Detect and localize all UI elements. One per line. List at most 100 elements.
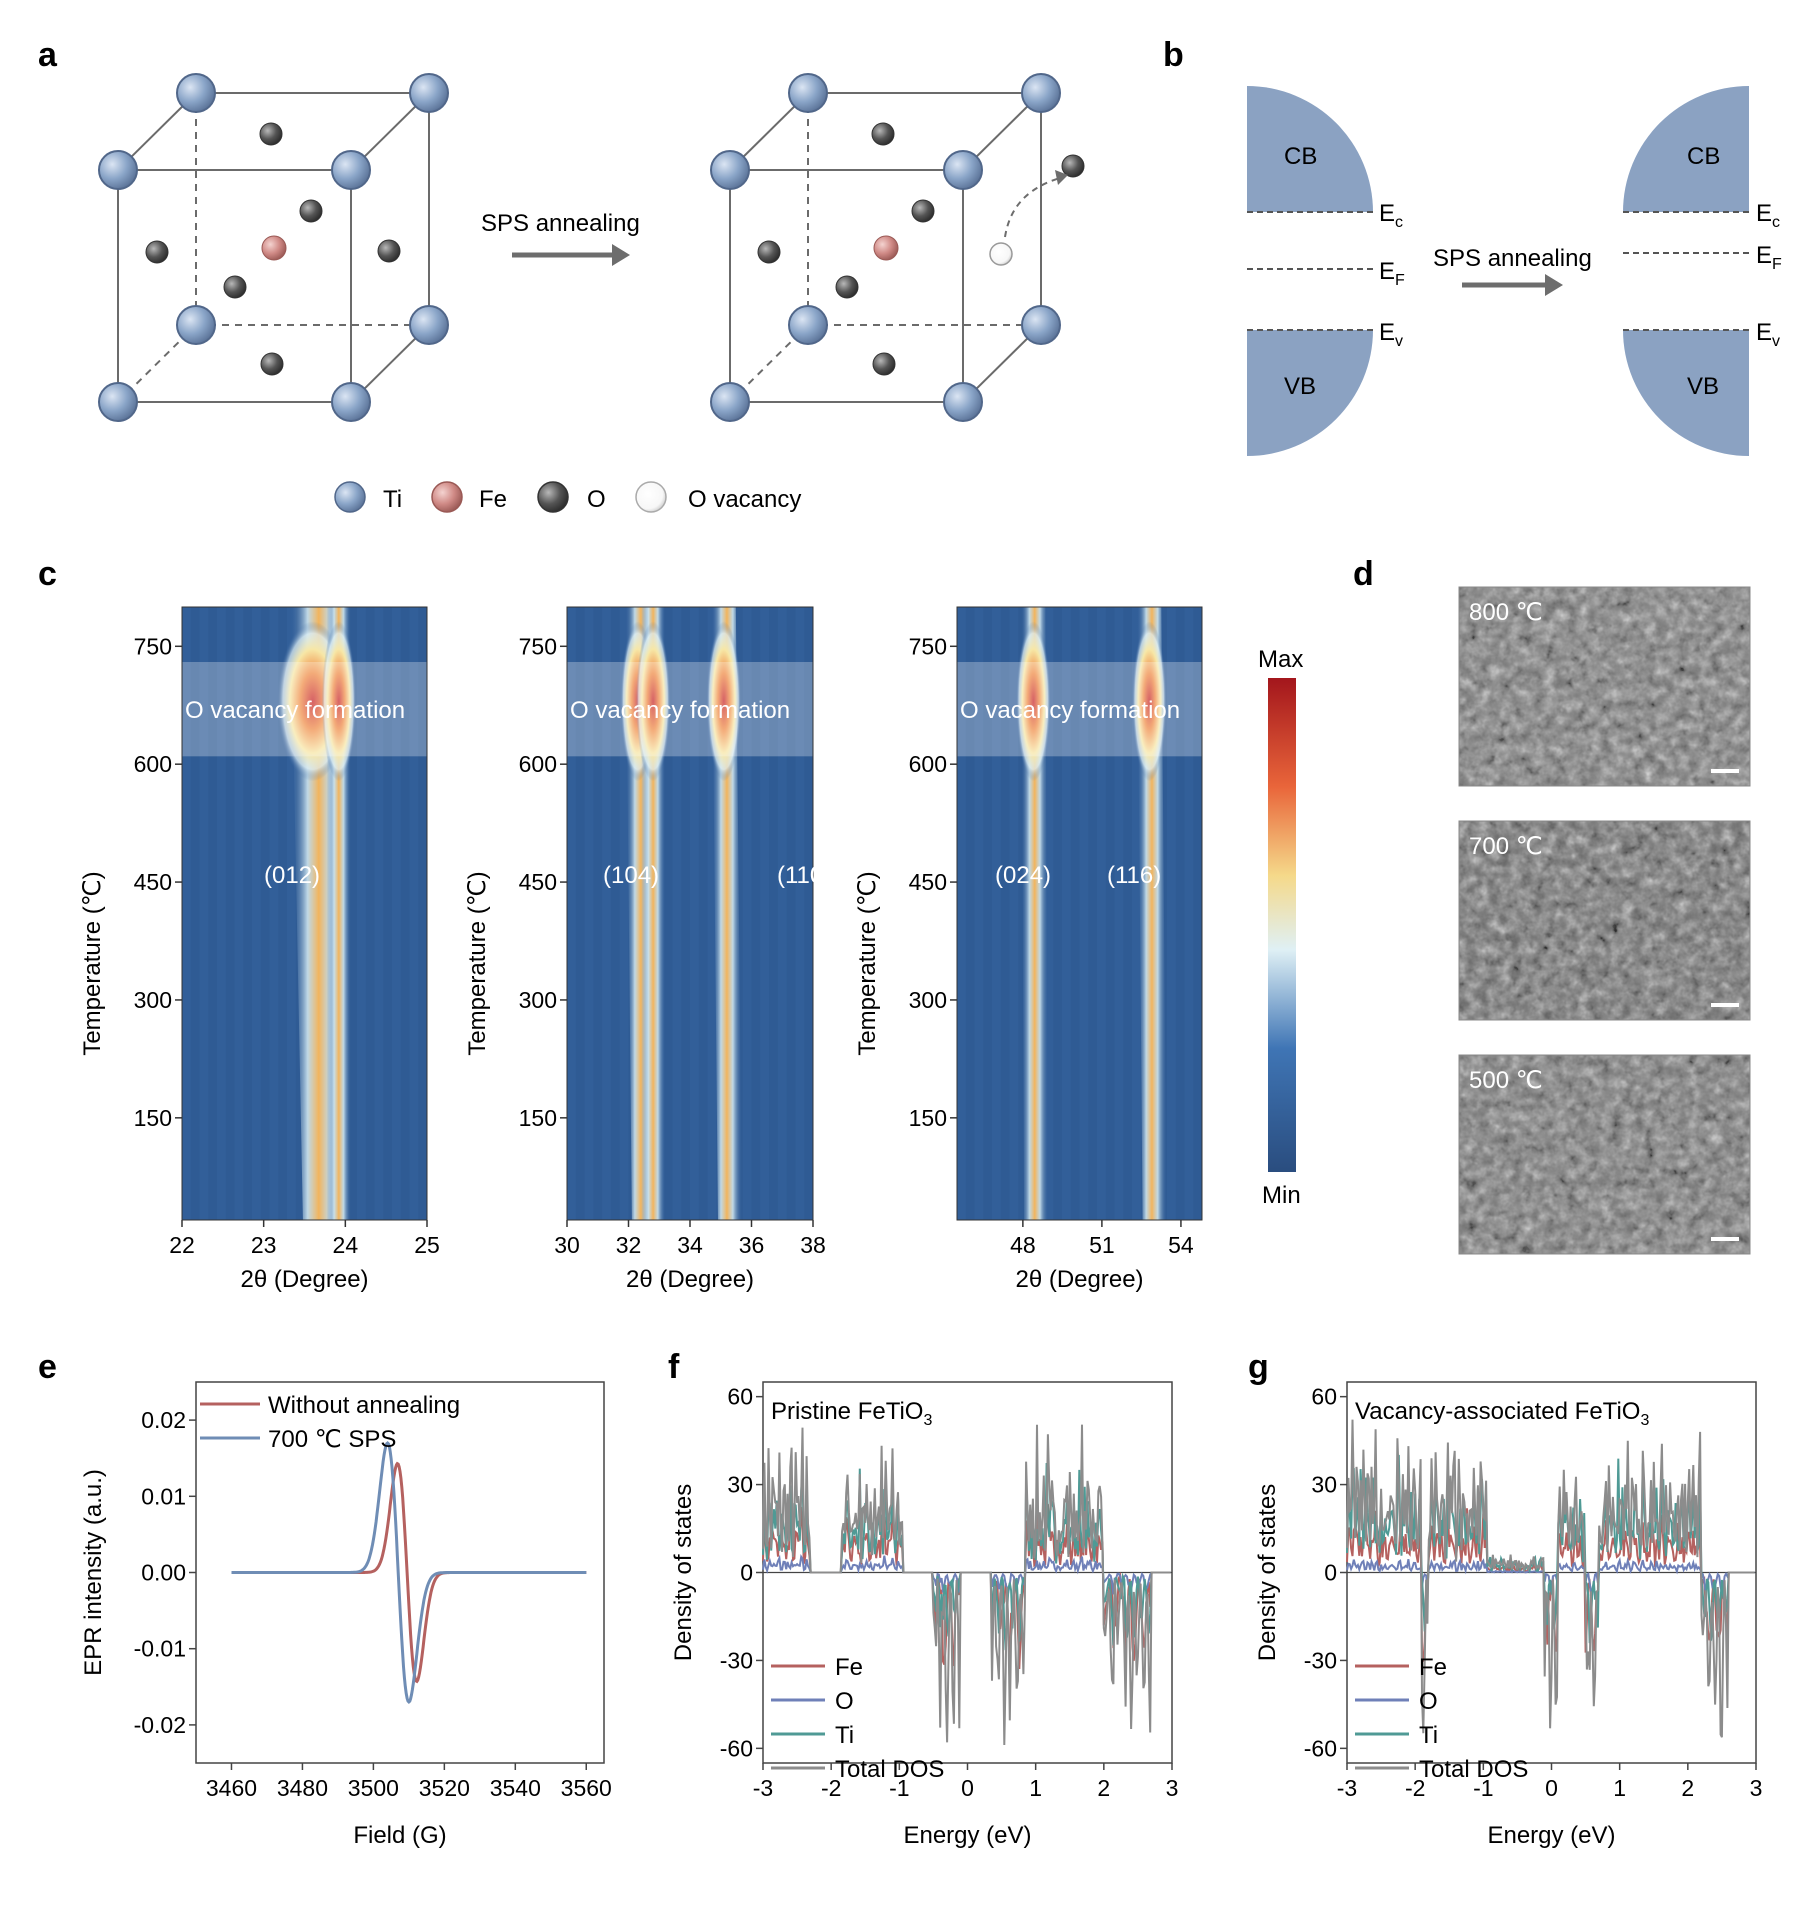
sem-image-frame bbox=[1458, 820, 1751, 1021]
oxygen-atom bbox=[259, 122, 283, 146]
titanium-atom bbox=[710, 382, 750, 422]
y-tick-label: 300 bbox=[519, 987, 557, 1013]
sem-image-texture bbox=[1459, 587, 1750, 786]
sem-image-texture bbox=[1459, 821, 1750, 1020]
crystal-cell-pristine bbox=[98, 73, 449, 422]
peak-label: (024) bbox=[995, 862, 1051, 889]
heatmap-texture bbox=[1167, 607, 1176, 1220]
heatmap-texture bbox=[357, 607, 366, 1220]
heatmap-texture bbox=[1097, 607, 1106, 1220]
heatmap-texture bbox=[760, 607, 770, 1220]
crystal-cell-vacancy bbox=[710, 73, 1085, 422]
y-tick-label: 450 bbox=[909, 869, 947, 895]
peak-label: (104) bbox=[603, 862, 659, 889]
vacancy-formation-band bbox=[957, 662, 1202, 757]
y-tick-label: 150 bbox=[909, 1105, 947, 1131]
plot-title-subscript: 3 bbox=[923, 1412, 932, 1429]
y-tick-label: 150 bbox=[519, 1105, 557, 1131]
x-tick-label: -3 bbox=[753, 1775, 773, 1801]
sem-image-frame bbox=[1458, 1054, 1751, 1255]
vacancy-formation-label: O vacancy formation bbox=[960, 697, 1180, 724]
heatmap-frame bbox=[956, 606, 1203, 1221]
sem-temperature-label: 700 ℃ bbox=[1469, 833, 1543, 860]
oxygen-atom bbox=[835, 275, 859, 299]
ec-label-right: Ec bbox=[1756, 200, 1780, 231]
x-tick-label: 1 bbox=[1029, 1775, 1042, 1801]
vacancy-migration-arrow bbox=[1004, 177, 1061, 238]
heatmap-texture bbox=[777, 607, 787, 1220]
y-tick-label: 0.02 bbox=[141, 1407, 186, 1433]
ev-label-left: Ev bbox=[1379, 319, 1403, 350]
panel-label-a: a bbox=[38, 36, 58, 74]
titanium-atom bbox=[409, 73, 449, 113]
cb-label-left: CB bbox=[1284, 143, 1317, 170]
ef-label-left: EF bbox=[1379, 258, 1405, 289]
y-axis-label: Temperature (℃) bbox=[464, 871, 491, 1055]
x-tick-label: 3560 bbox=[561, 1775, 612, 1801]
y-tick-label: -30 bbox=[720, 1647, 753, 1673]
x-tick-label: 3 bbox=[1750, 1775, 1763, 1801]
oxygen-atom bbox=[872, 352, 896, 376]
y-tick-label: 600 bbox=[519, 751, 557, 777]
epr-spectrum-plot: 3460 3480 3500 3520 3540 3560 0.02 0.01 0.00 -0.0… bbox=[80, 1381, 612, 1849]
x-tick-label: -1 bbox=[1473, 1775, 1493, 1801]
legend-label: Total DOS bbox=[1419, 1756, 1528, 1783]
heatmap-texture bbox=[252, 607, 261, 1220]
oxygen-atom bbox=[911, 199, 935, 223]
ec-label-left: Ec bbox=[1379, 200, 1403, 231]
x-axis-label: Field (G) bbox=[353, 1822, 446, 1849]
y-tick-label: -60 bbox=[1304, 1735, 1337, 1761]
cb-band-left bbox=[1247, 86, 1373, 212]
sem-image-texture bbox=[1459, 1055, 1750, 1254]
x-tick-label: 3 bbox=[1166, 1775, 1179, 1801]
legend-vacancy-marker bbox=[635, 481, 667, 513]
annealing-label-a: SPS annealing bbox=[481, 210, 640, 237]
x-tick-label: 2 bbox=[1097, 1775, 1110, 1801]
heatmap-texture bbox=[672, 607, 682, 1220]
titanium-atom bbox=[943, 150, 983, 190]
y-tick-label: 60 bbox=[727, 1384, 753, 1410]
x-tick-label: 3540 bbox=[490, 1775, 541, 1801]
colorbar: Max Min bbox=[1258, 646, 1303, 1209]
plot-title-main: Vacancy-associated FeTiO bbox=[1355, 1398, 1640, 1425]
heatmap-texture bbox=[409, 607, 419, 1220]
titanium-atom bbox=[176, 73, 216, 113]
x-tick-label: -3 bbox=[1337, 1775, 1357, 1801]
panel-label-c: c bbox=[38, 555, 57, 593]
titanium-atom bbox=[943, 382, 983, 422]
y-axis-label: Density of states bbox=[670, 1484, 697, 1661]
y-tick-label: -0.02 bbox=[134, 1712, 186, 1738]
band-diagram-before: CB VB Ec EF Ev bbox=[1247, 86, 1405, 456]
titanium-atom bbox=[176, 305, 216, 345]
legend-label: O bbox=[835, 1688, 854, 1715]
peak-hotspot bbox=[1132, 621, 1167, 782]
colorbar-max-label: Max bbox=[1258, 646, 1303, 673]
sem-scale-bar bbox=[1711, 769, 1739, 773]
heatmap-texture bbox=[584, 607, 594, 1220]
heatmap-texture bbox=[1009, 607, 1019, 1220]
dos-series-total-dos bbox=[762, 1424, 1171, 1746]
y-tick-label: -0.01 bbox=[134, 1636, 186, 1662]
heatmap-texture bbox=[742, 607, 752, 1220]
plot-title: Pristine FeTiO3 bbox=[771, 1398, 932, 1429]
sem-scale-bar bbox=[1711, 1003, 1739, 1007]
plot-title-subscript: 3 bbox=[1640, 1412, 1649, 1429]
x-tick-label: -2 bbox=[821, 1775, 841, 1801]
y-axis-label: Temperature (℃) bbox=[854, 871, 881, 1055]
x-axis-label: 2θ (Degree) bbox=[240, 1266, 368, 1293]
x-tick-label: 32 bbox=[616, 1232, 642, 1258]
heatmap-texture bbox=[1062, 607, 1071, 1220]
y-axis-label: Temperature (℃) bbox=[79, 871, 106, 1055]
heatmap-texture bbox=[392, 607, 401, 1220]
x-tick-label: 34 bbox=[677, 1232, 703, 1258]
legend-label: O bbox=[1419, 1688, 1438, 1715]
vb-band-right bbox=[1623, 330, 1749, 456]
heatmap-texture bbox=[234, 607, 244, 1220]
x-tick-label: 1 bbox=[1613, 1775, 1626, 1801]
displaced-oxygen-atom bbox=[1061, 154, 1085, 178]
atom-legend: Ti Fe O O vacancy bbox=[334, 481, 801, 513]
heatmap-texture bbox=[1114, 607, 1124, 1220]
peak-hotspot bbox=[1016, 621, 1051, 782]
band-diagram-after: CB VB Ec EF Ev bbox=[1623, 86, 1782, 456]
y-tick-label: 600 bbox=[909, 751, 947, 777]
